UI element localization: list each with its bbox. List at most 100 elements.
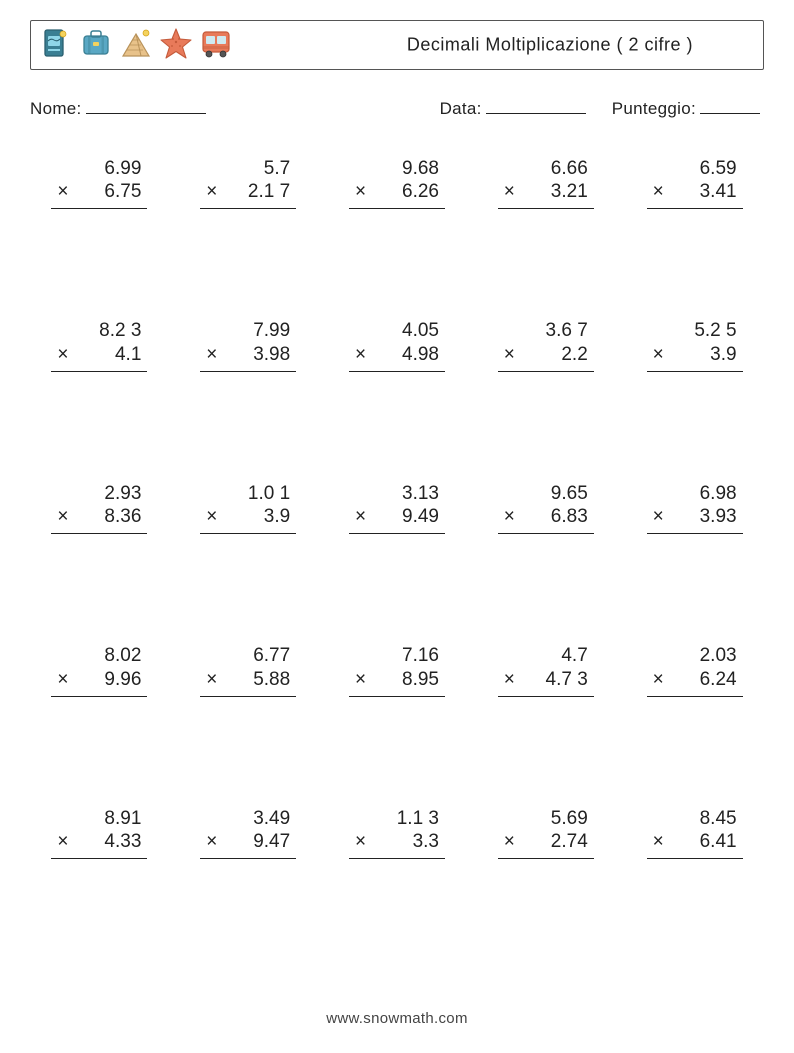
score-label: Punteggio:: [612, 99, 696, 119]
multiplicand: 6.59: [647, 157, 743, 181]
problem-rule: [200, 858, 296, 859]
multiplier-row: ×5.88: [200, 668, 296, 694]
multiplier: 4.33: [104, 830, 141, 854]
multiplicand: 7.99: [200, 319, 296, 343]
multiplier-row: × 6.41: [647, 830, 743, 856]
operator-sign: ×: [355, 668, 366, 692]
operator-sign: ×: [504, 668, 515, 692]
multiplication-problem: 8.45×6.41: [647, 807, 743, 860]
problem-rule: [349, 371, 445, 372]
multiplier: 6.41: [700, 830, 737, 854]
multiplier: 6.26: [402, 180, 439, 204]
multiplier-row: ×3.9: [200, 505, 296, 531]
multiplication-problem: 8.2 3×4.1: [51, 319, 147, 372]
multiplier: 3.93: [700, 505, 737, 529]
operator-sign: ×: [355, 343, 366, 367]
problem-cell: 1.0 1×3.9: [179, 482, 318, 535]
operator-sign: ×: [57, 830, 68, 854]
operator-sign: ×: [206, 830, 217, 854]
footer-url: www.snowmath.com: [0, 1010, 794, 1027]
problem-cell: 7.16×8.95: [328, 644, 467, 697]
operator-sign: ×: [504, 180, 515, 204]
problems-grid: 6.99×6.755.7×2.1 79.68×6.266.66×3.216.59…: [30, 157, 764, 860]
multiplier: 6.24: [700, 668, 737, 692]
multiplier: 6.75: [104, 180, 141, 204]
problem-cell: 6.59×3.41: [625, 157, 764, 210]
multiplier-row: × 3.9: [647, 343, 743, 369]
operator-sign: ×: [206, 343, 217, 367]
multiplier-row: × 6.24: [647, 668, 743, 694]
problem-cell: 9.68×6.26: [328, 157, 467, 210]
multiplication-problem: 3.6 7×2.2: [498, 319, 594, 372]
operator-sign: ×: [653, 830, 664, 854]
multiplication-problem: 5.2 5×3.9: [647, 319, 743, 372]
multiplication-problem: 6.59×3.41: [647, 157, 743, 210]
date-blank[interactable]: [486, 94, 586, 114]
multiplication-problem: 9.68×6.26: [349, 157, 445, 210]
multiplier: 3.21: [551, 180, 588, 204]
problem-cell: 7.99×3.98: [179, 319, 318, 372]
worksheet-title: Decimali Moltiplicazione ( 2 cifre ): [407, 35, 693, 56]
problem-cell: 3.49×9.47: [179, 807, 318, 860]
problem-rule: [51, 533, 147, 534]
multiplicand: 1.1 3: [349, 807, 445, 831]
multiplier: 3.9: [710, 343, 736, 367]
problem-cell: 3.6 7×2.2: [476, 319, 615, 372]
multiplicand: 2.03: [647, 644, 743, 668]
problem-cell: 9.65×6.83: [476, 482, 615, 535]
multiplier: 4.1: [115, 343, 141, 367]
multiplication-problem: 1.1 3×3.3: [349, 807, 445, 860]
multiplication-problem: 5.7×2.1 7: [200, 157, 296, 210]
multiplicand: 3.6 7: [498, 319, 594, 343]
problem-rule: [200, 208, 296, 209]
multiplier: 3.41: [700, 180, 737, 204]
multiplicand: 6.66: [498, 157, 594, 181]
multiplicand: 4.05: [349, 319, 445, 343]
suitcase-icon: [79, 26, 113, 65]
multiplicand: 8.91: [51, 807, 147, 831]
multiplier: 5.88: [253, 668, 290, 692]
name-blank[interactable]: [86, 94, 206, 114]
header-box: Decimali Moltiplicazione ( 2 cifre ): [30, 20, 764, 70]
multiplication-problem: 4.05×4.98: [349, 319, 445, 372]
problem-rule: [349, 858, 445, 859]
operator-sign: ×: [653, 505, 664, 529]
operator-sign: ×: [504, 343, 515, 367]
problem-rule: [647, 696, 743, 697]
multiplicand: 7.16: [349, 644, 445, 668]
problem-cell: 1.1 3×3.3: [328, 807, 467, 860]
problem-cell: 6.77×5.88: [179, 644, 318, 697]
problem-cell: 4.05×4.98: [328, 319, 467, 372]
multiplier-row: ×2.74: [498, 830, 594, 856]
multiplicand: 5.7: [200, 157, 296, 181]
multiplication-problem: 1.0 1×3.9: [200, 482, 296, 535]
problem-cell: 6.66× 3.21: [476, 157, 615, 210]
problem-cell: 8.02×9.96: [30, 644, 169, 697]
passport-icon: [39, 26, 73, 65]
problem-rule: [498, 696, 594, 697]
multiplication-problem: 7.99×3.98: [200, 319, 296, 372]
operator-sign: ×: [57, 180, 68, 204]
multiplier: 9.47: [253, 830, 290, 854]
multiplication-problem: 3.49×9.47: [200, 807, 296, 860]
multiplier: 3.9: [264, 505, 290, 529]
problem-rule: [51, 208, 147, 209]
problem-rule: [498, 208, 594, 209]
multiplier-row: ×8.95: [349, 668, 445, 694]
multiplicand: 6.77: [200, 644, 296, 668]
multiplier: 4.7 3: [546, 668, 588, 692]
meta-row: Nome: Data: Punteggio:: [30, 94, 764, 119]
operator-sign: ×: [653, 343, 664, 367]
multiplicand: 6.99: [51, 157, 147, 181]
problem-cell: 5.69×2.74: [476, 807, 615, 860]
problem-cell: 6.98×3.93: [625, 482, 764, 535]
multiplication-problem: 2.03× 6.24: [647, 644, 743, 697]
worksheet-page: Decimali Moltiplicazione ( 2 cifre ) Nom…: [0, 0, 794, 1053]
multiplier: 2.74: [551, 830, 588, 854]
multiplicand: 4.7: [498, 644, 594, 668]
multiplication-problem: 4.7× 4.7 3: [498, 644, 594, 697]
problem-rule: [498, 533, 594, 534]
score-blank[interactable]: [700, 94, 760, 114]
multiplier: 6.83: [551, 505, 588, 529]
operator-sign: ×: [653, 668, 664, 692]
